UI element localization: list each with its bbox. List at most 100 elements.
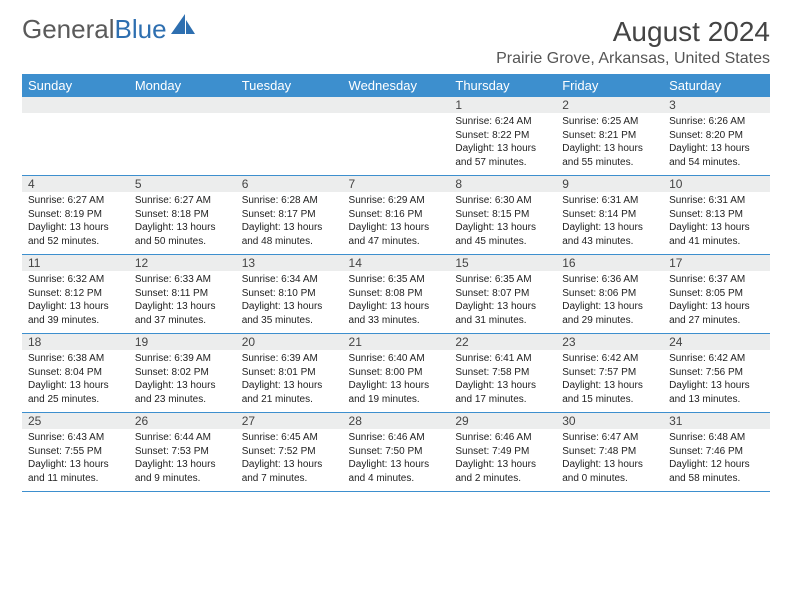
day-body: Sunrise: 6:34 AMSunset: 8:10 PMDaylight:… bbox=[236, 271, 343, 333]
sunrise-line: Sunrise: 6:46 AM bbox=[349, 431, 444, 445]
sunset-line: Sunset: 8:14 PM bbox=[562, 208, 657, 222]
sunrise-line: Sunrise: 6:40 AM bbox=[349, 352, 444, 366]
title-block: August 2024 Prairie Grove, Arkansas, Uni… bbox=[496, 16, 770, 68]
sunset-line: Sunset: 8:00 PM bbox=[349, 366, 444, 380]
day-number-strip: 23 bbox=[556, 334, 663, 350]
day-number: 6 bbox=[242, 177, 249, 191]
day-body: Sunrise: 6:39 AMSunset: 8:02 PMDaylight:… bbox=[129, 350, 236, 412]
sunrise-line: Sunrise: 6:44 AM bbox=[135, 431, 230, 445]
sunset-line: Sunset: 7:53 PM bbox=[135, 445, 230, 459]
sunset-line: Sunset: 8:12 PM bbox=[28, 287, 123, 301]
sunrise-line: Sunrise: 6:31 AM bbox=[562, 194, 657, 208]
brand-sail-icon bbox=[171, 14, 197, 41]
sunrise-line: Sunrise: 6:38 AM bbox=[28, 352, 123, 366]
day-number-strip: 15 bbox=[449, 255, 556, 271]
sunset-line: Sunset: 8:01 PM bbox=[242, 366, 337, 380]
sunrise-line: Sunrise: 6:37 AM bbox=[669, 273, 764, 287]
sunset-line: Sunset: 8:20 PM bbox=[669, 129, 764, 143]
sunset-line: Sunset: 8:17 PM bbox=[242, 208, 337, 222]
day-body: Sunrise: 6:24 AMSunset: 8:22 PMDaylight:… bbox=[449, 113, 556, 175]
day-number-strip: 18 bbox=[22, 334, 129, 350]
calendar-day-cell bbox=[129, 97, 236, 176]
sunset-line: Sunset: 8:16 PM bbox=[349, 208, 444, 222]
day-number-strip bbox=[129, 97, 236, 113]
day-number-strip: 10 bbox=[663, 176, 770, 192]
sunset-line: Sunset: 7:58 PM bbox=[455, 366, 550, 380]
calendar-day-cell: 24Sunrise: 6:42 AMSunset: 7:56 PMDayligh… bbox=[663, 334, 770, 413]
day-number: 15 bbox=[455, 256, 468, 270]
day-number: 11 bbox=[28, 256, 40, 270]
calendar-day-cell bbox=[343, 97, 450, 176]
calendar-day-cell: 21Sunrise: 6:40 AMSunset: 8:00 PMDayligh… bbox=[343, 334, 450, 413]
sunset-line: Sunset: 8:10 PM bbox=[242, 287, 337, 301]
day-number-strip: 22 bbox=[449, 334, 556, 350]
day-number-strip: 21 bbox=[343, 334, 450, 350]
calendar-day-cell: 15Sunrise: 6:35 AMSunset: 8:07 PMDayligh… bbox=[449, 255, 556, 334]
sunrise-line: Sunrise: 6:27 AM bbox=[135, 194, 230, 208]
day-number: 2 bbox=[562, 98, 569, 112]
sunrise-line: Sunrise: 6:48 AM bbox=[669, 431, 764, 445]
day-number: 29 bbox=[455, 414, 468, 428]
day-number: 8 bbox=[455, 177, 462, 191]
calendar-header-cell: Thursday bbox=[449, 74, 556, 97]
day-number-strip: 2 bbox=[556, 97, 663, 113]
sunset-line: Sunset: 8:21 PM bbox=[562, 129, 657, 143]
daylight-line: Daylight: 13 hours and 54 minutes. bbox=[669, 142, 764, 169]
calendar-week-row: 4Sunrise: 6:27 AMSunset: 8:19 PMDaylight… bbox=[22, 176, 770, 255]
daylight-line: Daylight: 13 hours and 13 minutes. bbox=[669, 379, 764, 406]
sunrise-line: Sunrise: 6:35 AM bbox=[455, 273, 550, 287]
day-number: 5 bbox=[135, 177, 142, 191]
day-number: 1 bbox=[455, 98, 462, 112]
calendar-day-cell: 12Sunrise: 6:33 AMSunset: 8:11 PMDayligh… bbox=[129, 255, 236, 334]
calendar-header-cell: Monday bbox=[129, 74, 236, 97]
sunrise-line: Sunrise: 6:47 AM bbox=[562, 431, 657, 445]
calendar-week-row: 18Sunrise: 6:38 AMSunset: 8:04 PMDayligh… bbox=[22, 334, 770, 413]
calendar-day-cell: 22Sunrise: 6:41 AMSunset: 7:58 PMDayligh… bbox=[449, 334, 556, 413]
day-number-strip: 26 bbox=[129, 413, 236, 429]
page-header: GeneralBlue August 2024 Prairie Grove, A… bbox=[22, 16, 770, 68]
sunrise-line: Sunrise: 6:35 AM bbox=[349, 273, 444, 287]
calendar-day-cell: 28Sunrise: 6:46 AMSunset: 7:50 PMDayligh… bbox=[343, 413, 450, 492]
day-number: 23 bbox=[562, 335, 575, 349]
daylight-line: Daylight: 13 hours and 37 minutes. bbox=[135, 300, 230, 327]
calendar-day-cell: 25Sunrise: 6:43 AMSunset: 7:55 PMDayligh… bbox=[22, 413, 129, 492]
sunset-line: Sunset: 7:52 PM bbox=[242, 445, 337, 459]
sunset-line: Sunset: 8:02 PM bbox=[135, 366, 230, 380]
daylight-line: Daylight: 13 hours and 29 minutes. bbox=[562, 300, 657, 327]
sunrise-line: Sunrise: 6:28 AM bbox=[242, 194, 337, 208]
calendar-day-cell: 9Sunrise: 6:31 AMSunset: 8:14 PMDaylight… bbox=[556, 176, 663, 255]
daylight-line: Daylight: 13 hours and 23 minutes. bbox=[135, 379, 230, 406]
daylight-line: Daylight: 12 hours and 58 minutes. bbox=[669, 458, 764, 485]
day-number-strip: 30 bbox=[556, 413, 663, 429]
day-number-strip: 19 bbox=[129, 334, 236, 350]
day-number-strip: 12 bbox=[129, 255, 236, 271]
day-number-strip: 29 bbox=[449, 413, 556, 429]
day-number: 20 bbox=[242, 335, 255, 349]
day-body: Sunrise: 6:25 AMSunset: 8:21 PMDaylight:… bbox=[556, 113, 663, 175]
day-number-strip: 6 bbox=[236, 176, 343, 192]
calendar-body: 1Sunrise: 6:24 AMSunset: 8:22 PMDaylight… bbox=[22, 97, 770, 492]
day-body: Sunrise: 6:36 AMSunset: 8:06 PMDaylight:… bbox=[556, 271, 663, 333]
sunset-line: Sunset: 7:46 PM bbox=[669, 445, 764, 459]
daylight-line: Daylight: 13 hours and 35 minutes. bbox=[242, 300, 337, 327]
calendar-day-cell: 5Sunrise: 6:27 AMSunset: 8:18 PMDaylight… bbox=[129, 176, 236, 255]
day-number-strip bbox=[343, 97, 450, 113]
day-number-strip: 8 bbox=[449, 176, 556, 192]
day-body: Sunrise: 6:32 AMSunset: 8:12 PMDaylight:… bbox=[22, 271, 129, 333]
day-number: 21 bbox=[349, 335, 362, 349]
sunset-line: Sunset: 7:48 PM bbox=[562, 445, 657, 459]
calendar-day-cell: 1Sunrise: 6:24 AMSunset: 8:22 PMDaylight… bbox=[449, 97, 556, 176]
sunrise-line: Sunrise: 6:43 AM bbox=[28, 431, 123, 445]
daylight-line: Daylight: 13 hours and 57 minutes. bbox=[455, 142, 550, 169]
day-body: Sunrise: 6:35 AMSunset: 8:08 PMDaylight:… bbox=[343, 271, 450, 333]
daylight-line: Daylight: 13 hours and 52 minutes. bbox=[28, 221, 123, 248]
calendar-week-row: 25Sunrise: 6:43 AMSunset: 7:55 PMDayligh… bbox=[22, 413, 770, 492]
day-number: 30 bbox=[562, 414, 575, 428]
daylight-line: Daylight: 13 hours and 2 minutes. bbox=[455, 458, 550, 485]
day-body: Sunrise: 6:41 AMSunset: 7:58 PMDaylight:… bbox=[449, 350, 556, 412]
calendar-day-cell: 16Sunrise: 6:36 AMSunset: 8:06 PMDayligh… bbox=[556, 255, 663, 334]
day-number-strip: 13 bbox=[236, 255, 343, 271]
day-number: 28 bbox=[349, 414, 362, 428]
day-number-strip: 11 bbox=[22, 255, 129, 271]
calendar-header-cell: Saturday bbox=[663, 74, 770, 97]
